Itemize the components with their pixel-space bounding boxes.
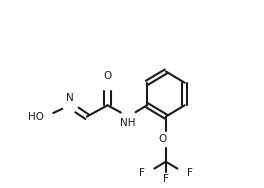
Text: N: N	[66, 93, 74, 103]
Text: NH: NH	[120, 118, 136, 128]
Text: HO: HO	[28, 111, 44, 122]
Text: F: F	[139, 168, 145, 178]
Text: F: F	[187, 168, 192, 178]
Text: O: O	[103, 71, 112, 81]
Text: F: F	[163, 174, 169, 184]
Text: O: O	[158, 134, 166, 144]
